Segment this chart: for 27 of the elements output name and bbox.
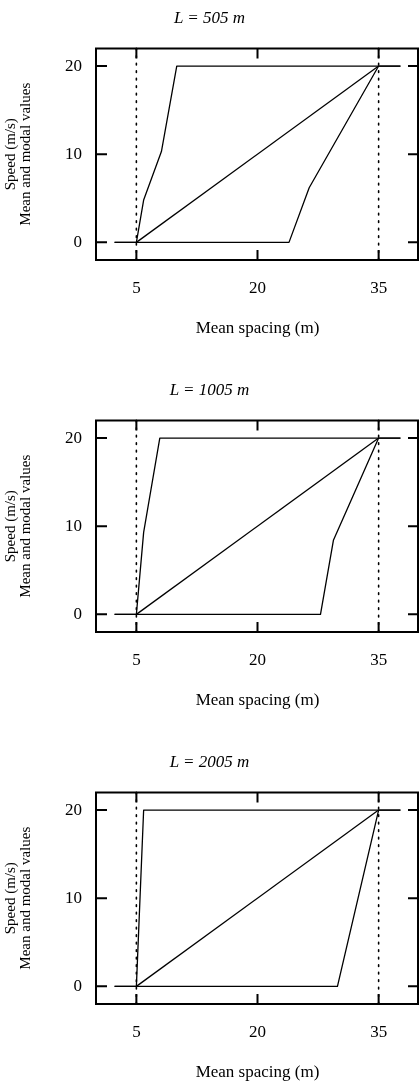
- x-axis-title: Mean spacing (m): [195, 1062, 320, 1082]
- chart-title: L = 2005 m: [168, 751, 250, 771]
- x-tick-label: 5: [132, 277, 141, 297]
- y-tick-label: 0: [73, 603, 82, 623]
- x-tick-label: 20: [249, 277, 266, 297]
- x-tick-label: 5: [132, 649, 141, 669]
- x-axis-title: Mean spacing (m): [195, 690, 320, 710]
- x-tick-label: 35: [370, 1021, 388, 1041]
- y-tick-label: 0: [73, 231, 82, 251]
- x-tick-label: 35: [370, 649, 388, 669]
- y-tick-label: 20: [65, 799, 82, 819]
- y-axis-title: Speed (m/s) Mean and modal values: [2, 82, 34, 226]
- y-tick-label: 20: [65, 55, 82, 75]
- x-axis-title: Mean spacing (m): [195, 318, 320, 338]
- x-tick-label: 20: [249, 1021, 266, 1041]
- y-axis-title: Speed (m/s) Mean and modal values: [2, 454, 34, 598]
- chart-title: L = 505 m: [172, 7, 246, 27]
- x-tick-label: 5: [132, 1021, 141, 1041]
- y-tick-label: 0: [73, 975, 82, 995]
- x-tick-label: 35: [370, 277, 388, 297]
- y-axis-title: Speed (m/s) Mean and modal values: [2, 826, 34, 970]
- chart-title: L = 1005 m: [168, 379, 250, 399]
- y-tick-label: 10: [65, 515, 82, 535]
- y-tick-label: 20: [65, 427, 82, 447]
- y-tick-label: 10: [65, 887, 82, 907]
- x-tick-label: 20: [249, 649, 266, 669]
- y-tick-label: 10: [65, 143, 82, 163]
